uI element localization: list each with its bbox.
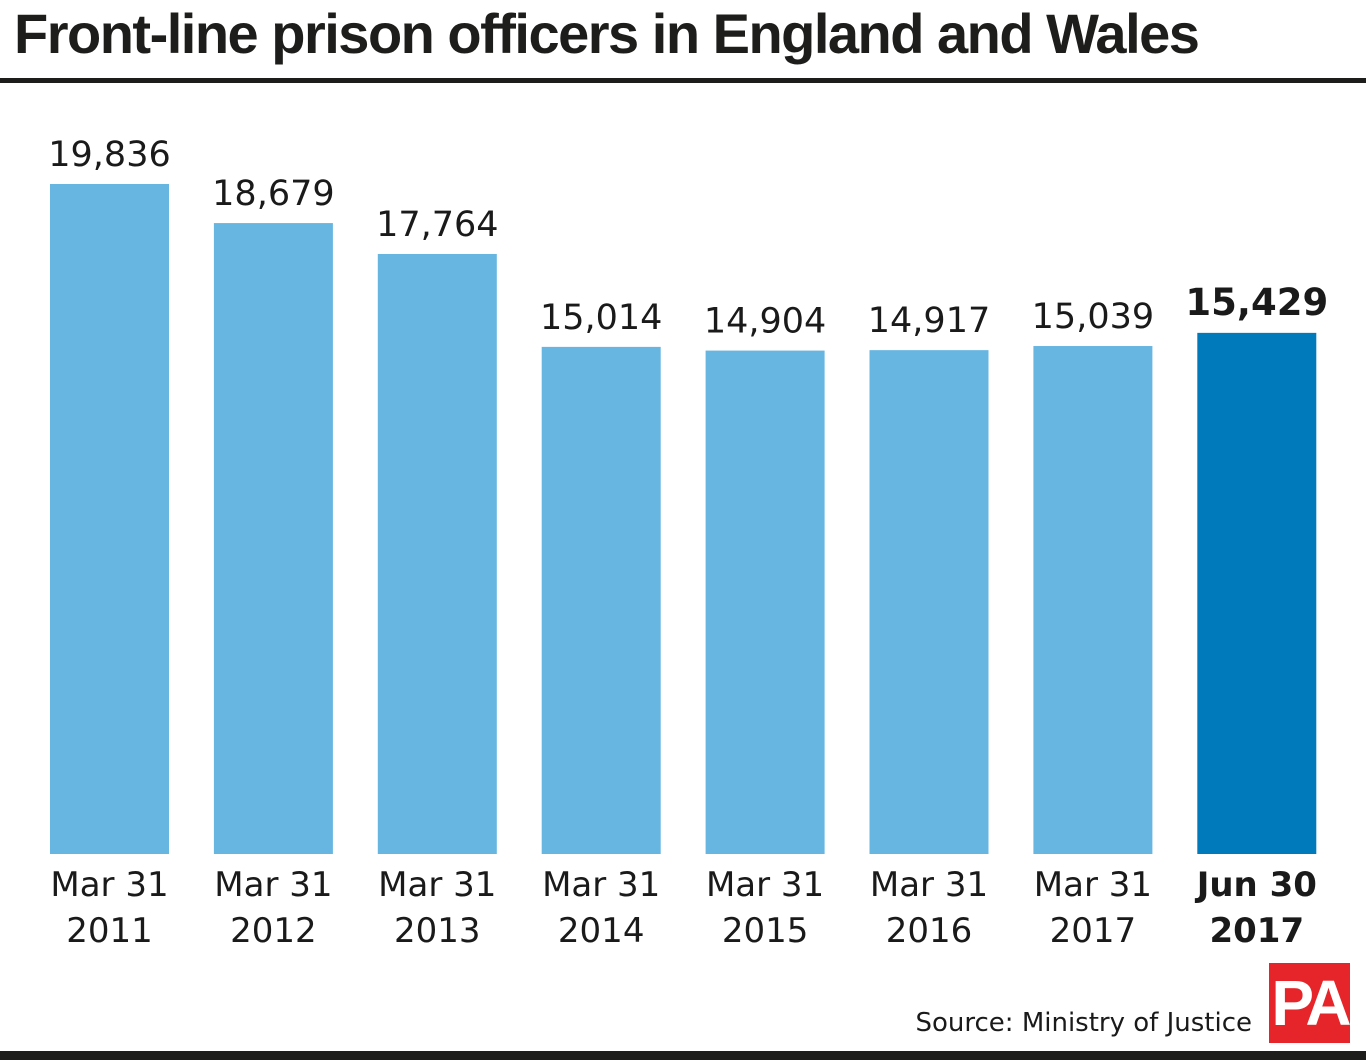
footer-rule [0,1051,1366,1060]
data-label-0: 19,836 [48,135,170,175]
bar-7 [1197,332,1317,854]
tick-label-2-0: Mar 31 [378,865,496,905]
chart-title: Front-line prison officers in England an… [14,2,1200,65]
data-label-1: 18,679 [212,174,334,214]
tick-label-3-1: 2014 [558,911,645,951]
bar-3 [541,346,661,854]
tick-label-5-0: Mar 31 [870,865,988,905]
tick-label-6-0: Mar 31 [1034,865,1152,905]
tick-label-1-1: 2012 [230,911,317,951]
tick-label-6-1: 2017 [1050,911,1137,951]
data-label-6: 15,039 [1032,297,1154,337]
data-label-3: 15,014 [540,298,662,338]
data-label-7: 15,429 [1185,281,1328,324]
tick-label-5-1: 2016 [886,911,973,951]
title-rule [0,78,1366,83]
tick-label-3-0: Mar 31 [542,865,660,905]
tick-label-1-0: Mar 31 [214,865,332,905]
bar-0 [50,184,169,854]
tick-label-2-1: 2013 [394,911,481,951]
bar-5 [869,350,989,854]
data-label-2: 17,764 [376,205,498,245]
bar-1 [213,223,333,854]
data-label-5: 14,917 [868,301,990,341]
data-label-4: 14,904 [704,302,826,342]
tick-label-7-0: Jun 30 [1195,865,1317,905]
bar-2 [377,253,497,854]
bar-chart: 19,836 Mar 31 2011 18,679 Mar 31 2012 17,764 Ma… [48,135,1328,951]
bar-4 [705,350,825,854]
bar-6 [1033,346,1153,854]
source-note: Source: Ministry of Justice [915,1008,1253,1038]
tick-label-0-1: 2011 [66,911,153,951]
tick-label-4-1: 2015 [722,911,809,951]
pa-logo: PA [1269,963,1352,1043]
tick-label-4-0: Mar 31 [706,865,824,905]
tick-label-0-0: Mar 31 [50,865,168,905]
tick-label-7-1: 2017 [1209,911,1304,951]
